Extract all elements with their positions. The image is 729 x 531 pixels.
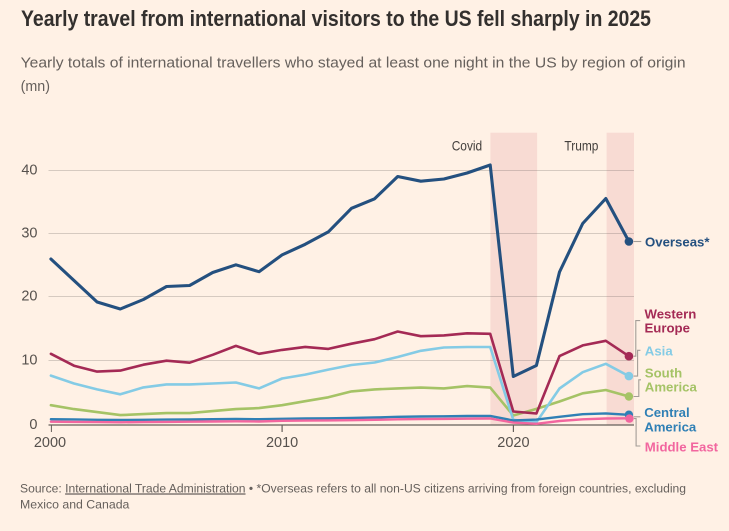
svg-text:20: 20 xyxy=(21,289,37,305)
svg-text:America: America xyxy=(644,420,697,435)
svg-text:South: South xyxy=(645,366,682,381)
svg-text:0: 0 xyxy=(29,417,37,433)
svg-text:Europe: Europe xyxy=(645,321,690,336)
svg-text:America: America xyxy=(645,379,698,394)
svg-text:2020: 2020 xyxy=(497,435,529,451)
svg-text:Trump: Trump xyxy=(564,138,598,154)
svg-text:Asia: Asia xyxy=(645,343,674,358)
svg-text:Source: International Trade Ad: Source: International Trade Administrati… xyxy=(20,481,686,495)
svg-text:(mn): (mn) xyxy=(21,79,50,95)
svg-text:30: 30 xyxy=(21,225,37,241)
svg-text:40: 40 xyxy=(21,162,37,178)
svg-text:2010: 2010 xyxy=(266,435,298,451)
svg-text:10: 10 xyxy=(21,353,37,369)
svg-text:Mexico and Canada: Mexico and Canada xyxy=(20,498,130,512)
svg-text:Central: Central xyxy=(644,405,689,420)
svg-text:Covid: Covid xyxy=(452,138,483,154)
svg-text:Yearly totals of international: Yearly totals of international traveller… xyxy=(21,56,686,72)
svg-text:2000: 2000 xyxy=(34,435,66,451)
svg-text:Overseas*: Overseas* xyxy=(645,235,710,250)
svg-text:Western: Western xyxy=(645,306,697,321)
svg-text:Middle East: Middle East xyxy=(645,440,719,455)
svg-text:Yearly travel from internation: Yearly travel from international visitor… xyxy=(21,6,651,31)
